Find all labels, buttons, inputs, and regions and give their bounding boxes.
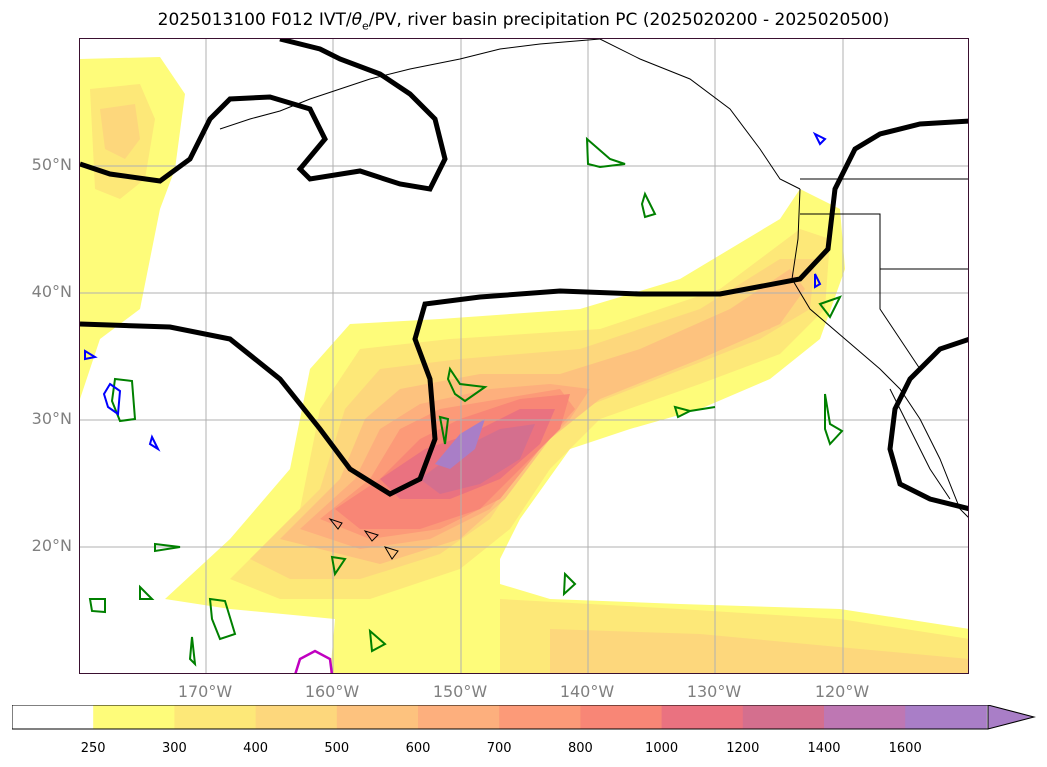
magenta-contour: [294, 649, 334, 673]
colorbar-tick-label: 600: [405, 741, 431, 756]
colorbar-tick-label: 1000: [645, 741, 679, 756]
colorbar-tick-label: 1200: [726, 741, 760, 756]
colorbar-segment: [499, 705, 581, 729]
green-contour-9: [208, 597, 237, 641]
lon-label-150w: 150°W: [432, 682, 488, 701]
green-contour-13: [154, 542, 181, 553]
baja-california: [889, 388, 951, 500]
colorbar: [12, 705, 1036, 730]
green-contour-8: [110, 377, 137, 423]
green-contour-4: [438, 415, 450, 445]
colorbar-tick-label: 500: [324, 741, 350, 756]
colorbar-tick-label: 300: [161, 741, 187, 756]
lon-label-170w: 170°W: [177, 682, 233, 701]
map-canvas: [80, 39, 968, 673]
green-contour-14: [88, 598, 106, 614]
colorbar-segment: [93, 705, 175, 729]
blue-contour-2: [148, 434, 161, 452]
us-west-coast: [791, 188, 968, 518]
colorbar-segment: [418, 705, 500, 729]
green-contour-1: [585, 136, 626, 169]
state-border-2: [879, 269, 921, 370]
figure-title: 2025013100 F012 IVT/θe/PV, river basin p…: [157, 10, 890, 33]
colorbar-tick-label: 800: [567, 741, 593, 756]
ivt-secondary-max: [720, 279, 795, 339]
hawaii-islands: [328, 517, 399, 560]
colorbar-extend-arrow: [987, 705, 1036, 730]
colorbar-outline: [12, 705, 989, 730]
ivt-shading: [80, 57, 968, 673]
green-contour-7: [818, 295, 842, 319]
green-contour-2: [640, 191, 657, 219]
colorbar-tick-label: 700: [486, 741, 512, 756]
state-border-1: [800, 213, 968, 270]
map-panel: [79, 38, 969, 674]
blue-contour-1: [102, 382, 122, 416]
colorbar-segment: [661, 705, 744, 729]
green-contour-16: [188, 636, 197, 667]
lat-label-50: 50°N: [31, 155, 72, 174]
colorbar-segment: [336, 705, 419, 729]
northern-trough-contour: [80, 39, 448, 192]
colorbar-segment: [255, 705, 338, 729]
colorbar-segment: [12, 705, 94, 729]
alaska-coast: [219, 39, 601, 130]
lat-label-20: 20°N: [31, 536, 72, 555]
green-contours: [88, 136, 844, 667]
lon-label-130w: 130°W: [686, 682, 742, 701]
jet-contour: [80, 118, 968, 497]
colorbar-segment: [905, 705, 987, 729]
alaska-panhandle-coast: [599, 39, 801, 190]
green-contour-15: [139, 584, 155, 600]
colorbar-segment: [174, 705, 257, 729]
colorbar-segment: [580, 705, 663, 729]
green-contour-11: [562, 571, 577, 597]
ivt-1200-main: [420, 424, 535, 494]
lon-label-120w: 120°W: [814, 682, 870, 701]
ivt-1400-main: [435, 419, 485, 469]
colorbar-tick-label: 1600: [888, 741, 922, 756]
lon-label-160w: 160°W: [304, 682, 360, 701]
blue-contour-3: [84, 349, 98, 361]
lat-label-40: 40°N: [31, 282, 72, 301]
colorbar-tick-label: 400: [243, 741, 268, 756]
colorbar-tick-label: 250: [80, 741, 106, 756]
colorbar-segment: [824, 705, 906, 729]
coastlines: [219, 39, 968, 560]
ivt-southern-band-inner: [550, 629, 968, 673]
colorbar-segment: [742, 705, 825, 729]
blue-contour-5: [814, 273, 822, 289]
blue-contour-4: [812, 131, 827, 146]
lat-label-30: 30°N: [31, 409, 72, 428]
ivt-350-region: [100, 104, 140, 159]
thick-contours: [80, 39, 968, 512]
green-contour-3: [446, 366, 488, 403]
colorbar-tick-label: 1400: [807, 741, 841, 756]
lon-label-140w: 140°W: [559, 682, 615, 701]
green-contour-6: [824, 393, 844, 446]
blue-contours: [84, 131, 827, 452]
green-contour-10: [330, 555, 347, 577]
eastern-ridge-contour: [887, 337, 968, 512]
green-contour-5: [673, 405, 716, 419]
green-contour-12: [368, 628, 387, 653]
